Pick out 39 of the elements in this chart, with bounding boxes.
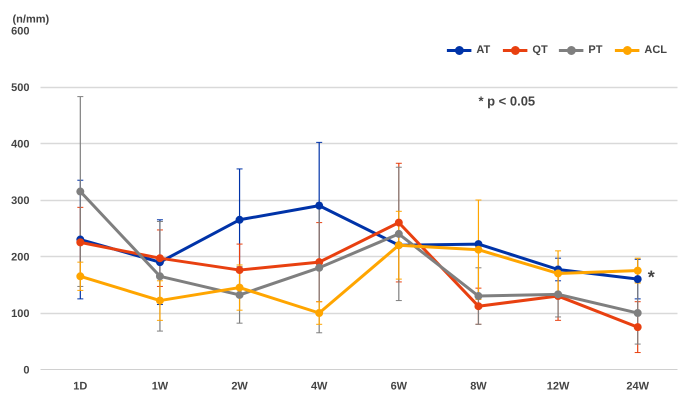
legend-label: AT: [476, 44, 492, 56]
legend-label: PT: [588, 44, 604, 56]
y-axis-title: (n/mm): [12, 14, 50, 26]
point: [76, 272, 84, 280]
x-tick-label: 6W: [390, 380, 408, 392]
point: [634, 323, 642, 332]
x-tick-label: 2W: [231, 380, 248, 392]
point: [634, 309, 642, 317]
legend-label: QT: [532, 44, 549, 56]
x-tick-label: 1W: [152, 380, 169, 392]
annotation: *: [648, 267, 655, 288]
y-tick-label: 500: [11, 82, 30, 94]
x-tick-label: 4W: [310, 380, 328, 392]
point: [474, 246, 482, 254]
point: [394, 230, 403, 238]
point: [315, 309, 324, 317]
y-tick-label: 300: [11, 195, 30, 207]
x-tick-label: 1D: [73, 380, 88, 392]
x-tick-label: 12W: [546, 380, 570, 392]
point: [156, 254, 164, 262]
x-tick-label: 8W: [470, 380, 488, 392]
y-tick-label: 0: [23, 364, 30, 376]
x-tick-label: 24W: [626, 380, 650, 392]
point: [76, 238, 84, 246]
point: [315, 264, 324, 272]
point: [554, 269, 562, 278]
point: [474, 302, 482, 310]
point: [236, 216, 244, 224]
point: [236, 290, 244, 299]
y-tick-label: 400: [11, 138, 30, 150]
y-tick-label: 100: [11, 308, 30, 320]
legend-label: ACL: [644, 44, 667, 56]
annotation: * p < 0.05: [478, 93, 536, 108]
point: [394, 218, 403, 227]
point: [76, 188, 84, 196]
y-tick-label: 600: [11, 26, 30, 38]
point: [634, 266, 642, 275]
point: [236, 284, 244, 292]
y-tick-label: 200: [11, 252, 30, 264]
